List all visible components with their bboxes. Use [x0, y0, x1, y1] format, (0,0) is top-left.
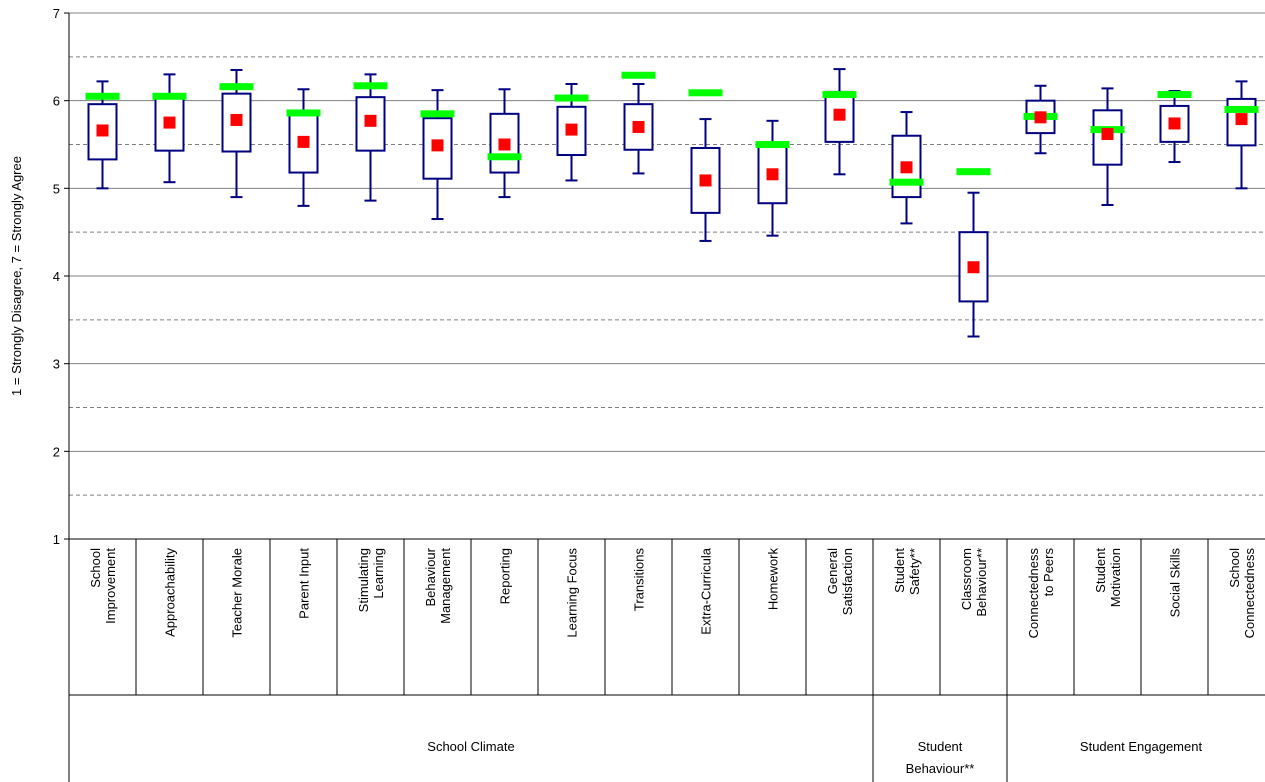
school-score-marker — [554, 94, 589, 102]
category-label: Learning Focus — [565, 548, 580, 638]
box-plot — [755, 119, 790, 237]
school-score-marker — [353, 82, 388, 90]
mean-marker — [900, 161, 913, 174]
mean-marker — [297, 135, 310, 148]
category-label: SchoolImprovement — [88, 548, 118, 624]
mean-marker — [364, 114, 377, 127]
box-plot — [822, 68, 857, 176]
box-plot — [420, 89, 455, 221]
school-score-marker — [487, 153, 522, 161]
category-label: Parent Input — [297, 548, 312, 619]
school-score-marker — [1157, 91, 1192, 99]
box-plot — [956, 168, 991, 338]
school-score-marker — [621, 71, 656, 79]
y-tick-label: 2 — [53, 444, 60, 459]
y-tick-label: 7 — [53, 6, 60, 21]
y-tick-label: 4 — [53, 269, 60, 284]
school-score-marker — [889, 178, 924, 186]
school-score-marker — [152, 92, 187, 100]
box-plot — [1224, 80, 1259, 190]
mean-marker — [699, 174, 712, 187]
group-label: School Climate — [427, 739, 514, 754]
y-tick-label: 6 — [53, 94, 60, 109]
box-plot — [688, 89, 723, 242]
category-label: Reporting — [498, 548, 513, 604]
group-label: Student Engagement — [1080, 739, 1203, 754]
mean-marker — [96, 124, 109, 137]
box-plot — [1157, 90, 1192, 164]
group-label: Student Behaviour** — [906, 739, 975, 776]
school-score-marker — [956, 168, 991, 176]
mean-marker — [431, 139, 444, 152]
category-label: ClassroomBehaviour** — [959, 548, 989, 617]
axes: 1 2 3 4 5 6 7 — [53, 6, 1265, 782]
mean-marker — [632, 120, 645, 133]
category-label: Homework — [766, 548, 781, 611]
box-plot — [152, 73, 187, 184]
category-label: Connectednessto Peers — [1026, 548, 1056, 639]
school-score-marker — [1224, 105, 1259, 113]
box-plot — [554, 83, 589, 182]
mean-marker — [498, 138, 511, 151]
category-labels: SchoolImprovement Approachability Teacher … — [88, 547, 1257, 638]
school-score-marker — [286, 109, 321, 117]
school-score-marker — [688, 89, 723, 97]
group-labels: School Climate Student Behaviour** Student … — [427, 739, 1202, 776]
mean-marker — [565, 123, 578, 136]
category-label: GeneralSatisfaction — [825, 548, 855, 615]
category-label: Extra-Curricula — [699, 547, 714, 634]
school-score-marker — [85, 92, 120, 100]
school-score-marker — [755, 141, 790, 148]
mean-marker — [1168, 117, 1181, 130]
box-plot — [85, 80, 120, 190]
iqr-box — [958, 231, 989, 303]
y-tick-label: 1 — [53, 532, 60, 547]
box-plot — [487, 88, 522, 199]
y-tick-label: 3 — [53, 357, 60, 372]
y-tick-label: 5 — [53, 181, 60, 196]
y-axis-title: 1 = Strongly Disagree, 7 = Strongly Agre… — [9, 156, 24, 396]
mean-marker — [833, 108, 846, 121]
category-label: StudentMotivation — [1093, 548, 1123, 608]
box-plot — [286, 88, 321, 207]
mean-marker — [1235, 113, 1248, 126]
box-plot — [621, 71, 656, 175]
category-label: Transitions — [632, 548, 647, 612]
mean-marker — [230, 113, 243, 126]
mean-marker — [163, 116, 176, 129]
gridlines — [69, 12, 1265, 496]
category-label: Social Skills — [1168, 548, 1183, 618]
box-plot — [353, 73, 388, 202]
box-plot — [1023, 84, 1058, 155]
mean-marker — [967, 261, 980, 274]
box-plot — [889, 111, 924, 225]
mean-marker — [1101, 127, 1114, 140]
mean-marker — [1034, 111, 1047, 124]
box-series — [85, 68, 1259, 338]
category-label: BehaviourManagement — [423, 547, 453, 624]
category-label: StimulatingLearning — [356, 548, 386, 612]
school-score-marker — [420, 110, 455, 118]
iqr-box — [1159, 104, 1190, 143]
school-score-marker — [822, 91, 857, 99]
box-plot — [219, 68, 254, 199]
box-plot — [1090, 87, 1125, 206]
category-label: Approachability — [163, 548, 178, 637]
category-label: StudentSafety** — [892, 548, 922, 595]
school-score-marker — [219, 83, 254, 91]
mean-marker — [766, 168, 779, 181]
category-label: Teacher Morale — [230, 548, 245, 638]
category-label: SchoolConnectedness — [1227, 548, 1257, 639]
